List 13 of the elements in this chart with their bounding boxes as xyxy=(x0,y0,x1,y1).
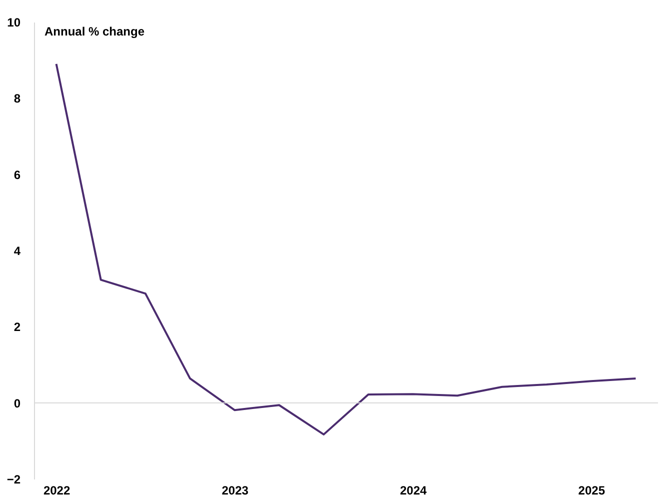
y-tick-label: 0 xyxy=(14,396,21,410)
y-tick-label: 4 xyxy=(14,244,21,258)
y-tick-label: 10 xyxy=(7,16,21,30)
y-tick-label: 8 xyxy=(14,92,21,106)
line-series xyxy=(55,62,637,436)
y-tick-label: −2 xyxy=(6,472,21,486)
y-axis-title: Annual % change xyxy=(44,24,145,38)
x-tick-label: 2024 xyxy=(400,484,428,498)
x-tick-label: 2025 xyxy=(578,484,606,498)
x-tick-label: 2023 xyxy=(222,484,249,498)
x-tick-label: 2022 xyxy=(43,484,70,498)
y-tick-label: 2 xyxy=(14,320,21,334)
y-tick-label: 6 xyxy=(14,168,21,182)
